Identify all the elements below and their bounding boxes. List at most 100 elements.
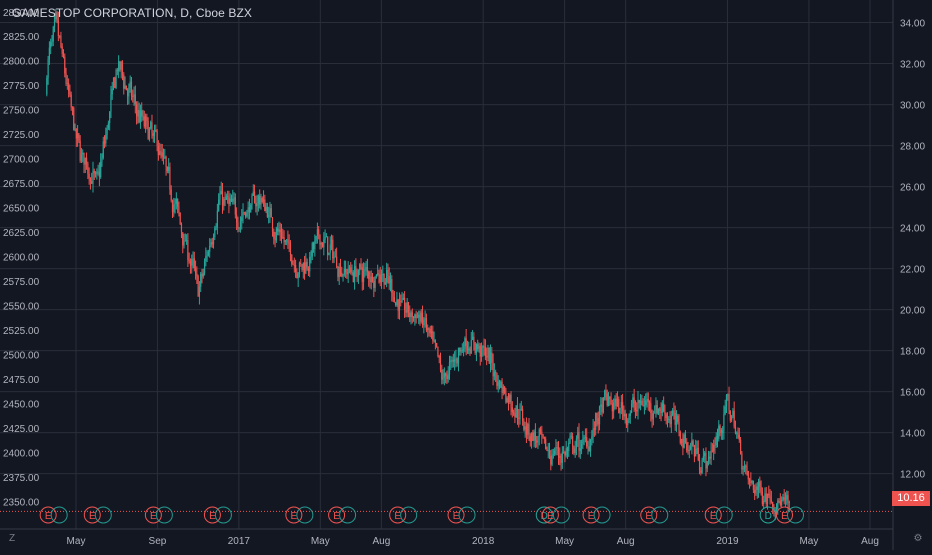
candle-body [132,95,134,97]
candle-body [393,297,395,303]
right-axis-tick-label: 28.00 [900,142,925,153]
candle-body [543,436,545,440]
candle-body [598,406,601,425]
right-axis-tick-label: 14.00 [900,429,925,440]
candle-body [462,348,465,350]
candle-body [627,420,629,426]
candle-body [695,448,697,457]
candle-body [764,493,766,501]
candle-body [288,242,290,244]
candle-body [397,299,399,311]
candle-body [361,267,363,282]
candle-body [714,444,716,446]
candle-body [429,328,431,334]
candle-body [754,489,756,494]
candle-body [550,455,552,465]
candle-body [679,431,681,444]
earnings-marker [541,506,559,524]
candle-body [560,457,562,463]
candle-body [262,199,265,202]
candle-body [297,273,299,279]
candle-body [278,229,280,232]
candle-body [366,266,369,272]
candle-body [139,110,142,123]
candle-body [541,431,543,435]
candle-body [521,408,524,421]
candle-body [783,497,785,501]
candle-body [561,452,563,463]
candle-body [355,266,357,276]
candle-body [168,166,170,171]
candle-body [273,231,275,239]
candle-body [147,120,149,140]
candle-body [59,35,61,37]
zoom-icon[interactable]: Z [8,533,16,544]
candle-body [733,410,735,427]
candle-body [706,461,708,469]
candle-body [406,302,408,313]
candle-body [701,460,703,473]
time-axis-tick-label: May [67,536,86,547]
left-axis-tick-label: 2850.00 [3,8,40,19]
candle-body [723,413,725,431]
candle-body [743,465,746,469]
candle-body [577,432,579,439]
candle-body [211,242,213,245]
candle-body [209,246,211,252]
candle-body [324,237,326,240]
candle-body [123,74,125,89]
candle-body [471,336,474,341]
candle-body [62,53,65,57]
left-axis-tick-label: 2675.00 [3,179,40,190]
candle-body [347,268,349,275]
candle-body [102,141,104,158]
candle-body [57,20,59,36]
candle-body [242,212,244,218]
candle-body [364,269,366,271]
right-axis-tick-label: 22.00 [900,265,925,276]
candle-body [684,434,687,443]
candle-body [492,362,494,377]
candle-body [87,163,89,174]
candle-body [405,309,407,313]
candle-body [378,273,380,275]
right-axis-tick-label: 24.00 [900,224,925,235]
candle-body [311,243,313,257]
candle-body [207,251,210,256]
candle-body [565,448,567,456]
candle-body [80,154,83,161]
candle-body [418,314,420,318]
candle-body [234,197,236,215]
candle-body [191,259,193,266]
candle-body [781,499,783,506]
candle-body [112,77,115,89]
candle-body [68,83,70,92]
candle-body [600,404,602,407]
candle-body [400,301,402,303]
left-axis-tick-label: 2575.00 [3,277,40,288]
candle-body [78,133,80,141]
candle-body [583,437,585,440]
candle-body [573,446,575,454]
candle-body [301,263,303,270]
candle-body [564,452,566,456]
candle-body [557,447,560,456]
candle-body [680,438,683,444]
candle-body [507,397,510,402]
candle-body [711,450,713,452]
candle-body [298,262,301,274]
candle-body [464,338,466,349]
candle-body [151,122,153,134]
gear-icon[interactable]: ⚙ [913,533,923,544]
candle-body [75,129,77,139]
candle-body [220,190,222,195]
candle-body [538,429,540,437]
candle-body [196,273,198,277]
candle-body [310,256,312,258]
candle-body [510,394,512,408]
event-label: E [89,511,96,522]
candle-body [100,161,102,178]
